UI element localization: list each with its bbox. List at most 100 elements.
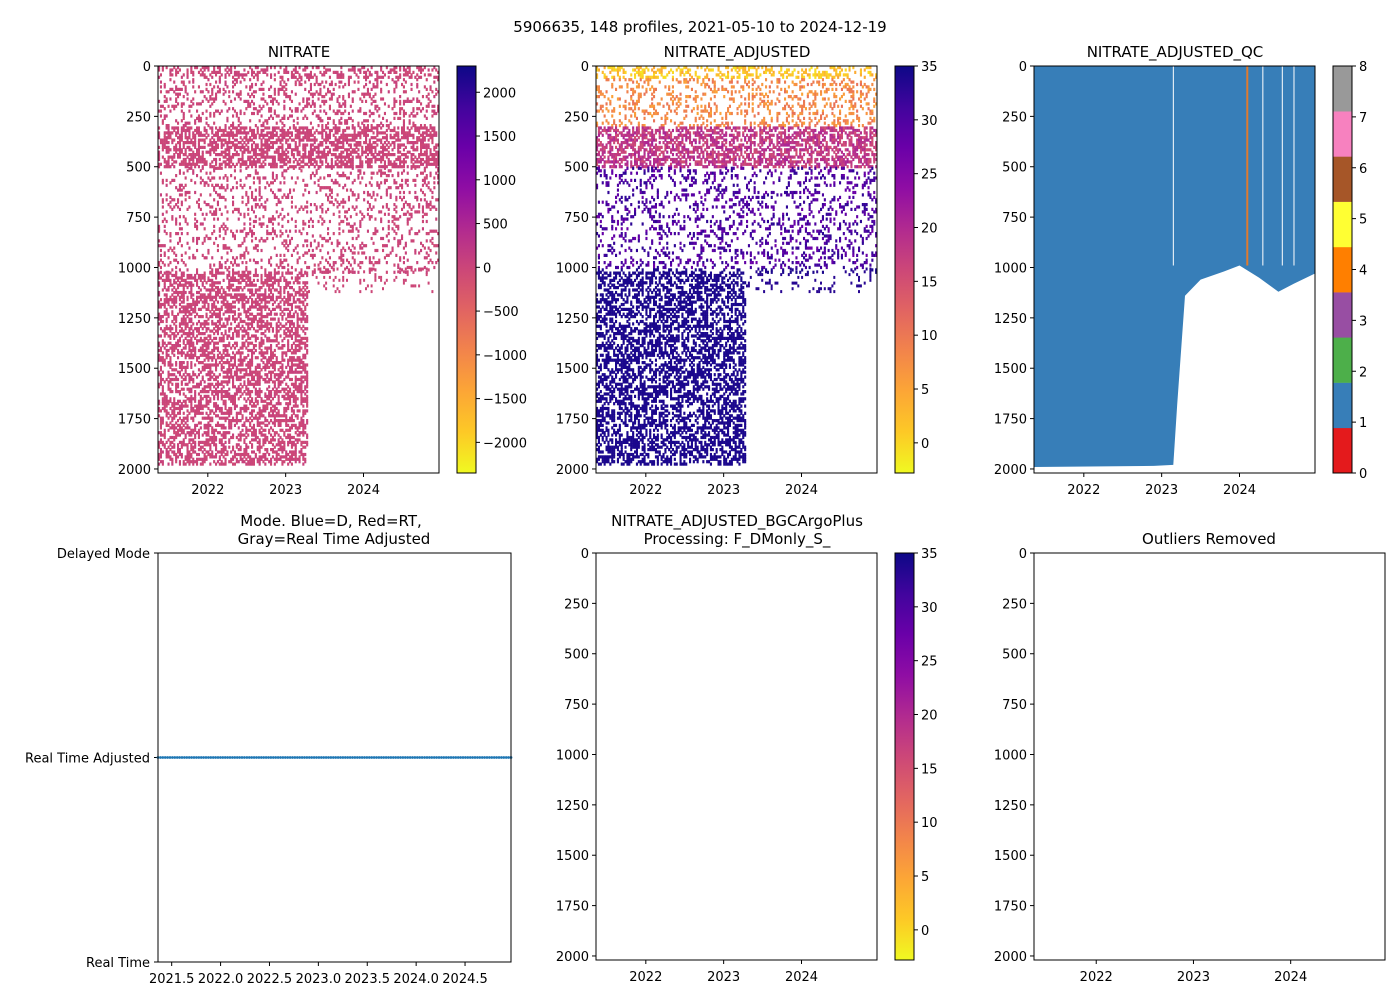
heatmap-cell — [249, 358, 252, 362]
heatmap-cell — [292, 322, 295, 326]
heatmap-cell — [296, 109, 299, 113]
heatmap-cell — [186, 268, 189, 272]
heatmap-cell — [192, 300, 195, 304]
heatmap-cell — [254, 344, 257, 348]
heatmap-cell — [294, 205, 297, 209]
heatmap-cell — [262, 143, 265, 147]
heatmap-cell — [247, 212, 250, 216]
heatmap-cell — [178, 361, 181, 365]
heatmap-cell — [158, 229, 161, 233]
heatmap-cell — [230, 450, 233, 454]
heatmap-cell — [177, 348, 180, 353]
heatmap-cell — [177, 286, 180, 290]
heatmap-cell — [203, 200, 206, 204]
heatmap-cell — [180, 232, 183, 236]
heatmap-cell — [266, 448, 269, 452]
heatmap-cell — [249, 157, 252, 162]
heatmap-cell — [188, 104, 191, 108]
heatmap-cell — [289, 241, 292, 245]
heatmap-cell — [245, 234, 248, 238]
heatmap-cell — [188, 131, 191, 135]
heatmap-cell — [304, 293, 307, 297]
heatmap-cell — [222, 380, 225, 384]
heatmap-cell — [306, 162, 309, 166]
heatmap-cell — [173, 353, 176, 357]
heatmap-cell — [279, 263, 282, 267]
heatmap-cell — [186, 416, 189, 420]
heatmap-cell — [209, 455, 212, 459]
heatmap-cell — [226, 273, 229, 278]
heatmap-cell — [175, 87, 178, 91]
heatmap-cell — [158, 244, 161, 248]
heatmap-cell — [306, 409, 309, 413]
heatmap-cell — [220, 271, 223, 275]
heatmap-cell — [167, 363, 170, 367]
heatmap-cell — [175, 288, 178, 292]
heatmap-cell — [232, 283, 235, 287]
heatmap-cell — [177, 141, 180, 145]
heatmap-cell — [211, 322, 214, 326]
heatmap-cell — [281, 165, 284, 169]
heatmap-cell — [199, 295, 202, 299]
heatmap-cell — [283, 440, 286, 444]
heatmap-cell — [273, 406, 276, 411]
heatmap-cell — [222, 150, 225, 154]
heatmap-cell — [235, 186, 238, 190]
heatmap-cell — [171, 411, 174, 415]
heatmap-cell — [306, 327, 309, 331]
heatmap-cell — [271, 339, 274, 343]
heatmap-cell — [220, 166, 223, 170]
heatmap-cell — [239, 351, 242, 355]
heatmap-cell — [304, 370, 307, 374]
heatmap-cell — [266, 324, 269, 328]
heatmap-cell — [222, 339, 225, 343]
heatmap-cell — [180, 203, 183, 207]
heatmap-cell — [273, 438, 276, 442]
heatmap-cell — [213, 302, 216, 307]
heatmap-cell — [270, 288, 273, 292]
heatmap-cell — [230, 409, 233, 413]
heatmap-cell — [196, 356, 199, 360]
heatmap-cell — [216, 394, 219, 398]
heatmap-cell — [218, 440, 221, 444]
heatmap-cell — [222, 394, 225, 398]
heatmap-cell — [270, 344, 273, 348]
heatmap-cell — [194, 460, 197, 464]
heatmap-cell — [294, 327, 297, 331]
heatmap-cell — [175, 382, 178, 386]
heatmap-cell — [268, 155, 271, 159]
heatmap-cell — [173, 155, 176, 159]
heatmap-cell — [201, 460, 204, 464]
heatmap-cell — [197, 421, 200, 425]
heatmap-cell — [279, 261, 282, 265]
heatmap-cell — [279, 181, 282, 185]
heatmap-cell — [169, 390, 172, 394]
heatmap-cell — [275, 278, 278, 282]
heatmap-cell — [290, 217, 293, 221]
heatmap-cell — [277, 155, 280, 159]
heatmap-cell — [230, 307, 233, 311]
heatmap-cell — [216, 138, 219, 142]
heatmap-cell — [175, 402, 178, 406]
heatmap-cell — [175, 265, 178, 270]
heatmap-cell — [188, 452, 191, 457]
heatmap-cell — [304, 387, 307, 391]
heatmap-cell — [163, 283, 166, 287]
heatmap-cell — [271, 450, 274, 454]
heatmap-cell — [273, 160, 276, 164]
heatmap-cell — [294, 402, 297, 406]
heatmap-cell — [304, 460, 307, 464]
heatmap-cell — [249, 160, 252, 164]
heatmap-cell — [247, 150, 250, 154]
heatmap-cell — [184, 193, 187, 197]
heatmap-cell — [222, 361, 225, 365]
heatmap-cell — [167, 148, 170, 152]
heatmap-cell — [213, 121, 216, 125]
heatmap-cell — [186, 426, 189, 430]
heatmap-cell — [235, 365, 238, 369]
heatmap-cell — [190, 455, 193, 459]
heatmap-cell — [294, 293, 297, 297]
heatmap-cell — [247, 271, 250, 275]
heatmap-cell — [173, 348, 176, 353]
heatmap-cell — [275, 327, 278, 331]
